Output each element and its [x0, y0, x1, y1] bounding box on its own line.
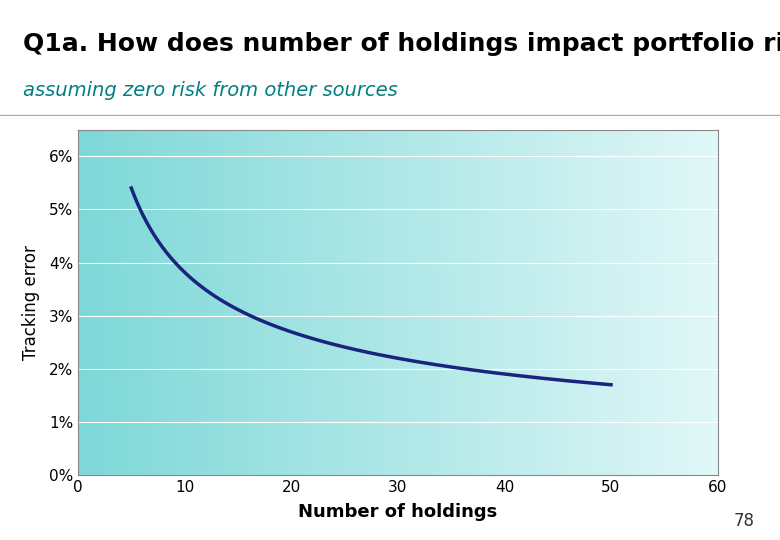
- Y-axis label: Tracking error: Tracking error: [23, 245, 41, 360]
- X-axis label: Number of holdings: Number of holdings: [298, 503, 498, 522]
- Text: assuming zero risk from other sources: assuming zero risk from other sources: [23, 81, 398, 100]
- Text: Q1a. How does number of holdings impact portfolio risk?: Q1a. How does number of holdings impact …: [23, 32, 780, 56]
- Text: 78: 78: [733, 512, 754, 530]
